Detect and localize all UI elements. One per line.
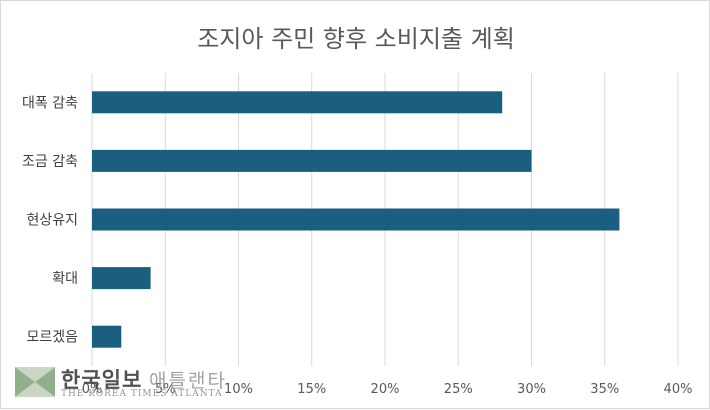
x-tick-label: 40% (664, 382, 693, 397)
category-label: 조금 감축 (22, 154, 78, 170)
watermark-logo: 한국일보 애틀랜타 THE KOREA TIMES ATLANTA (13, 367, 253, 407)
category-label: 모르겠음 (26, 330, 78, 346)
x-tick-label: 5% (155, 382, 176, 397)
bars (92, 91, 620, 348)
logo-name-en: THE KOREA TIMES ATLANTA (61, 389, 223, 399)
chart-title: 조지아 주민 향후 소비지출 계획 (197, 25, 515, 53)
logo-mark-icon (15, 367, 55, 397)
logo-name-bold: 한국일보 (61, 368, 143, 392)
x-tick-label: 35% (590, 382, 619, 397)
bar (92, 267, 151, 290)
bar (92, 149, 532, 172)
category-label: 확대 (52, 271, 78, 287)
x-tick-label: 25% (444, 382, 473, 397)
category-label: 현상유지 (26, 213, 78, 229)
bar (92, 208, 620, 231)
category-label: 대폭 감축 (22, 95, 78, 111)
x-tick-label: 0% (82, 382, 103, 397)
x-tick-label: 20% (371, 382, 400, 397)
x-tick-label: 10% (224, 382, 253, 397)
logo-name-light: 애틀랜타 (149, 370, 227, 392)
x-tick-label: 15% (297, 382, 326, 397)
bar (92, 325, 122, 348)
x-tick-labels: 0% 5% 10% 15% 20% 25% 30% 35% 40% (82, 382, 693, 397)
bar (92, 91, 503, 114)
x-tick-label: 30% (517, 382, 546, 397)
